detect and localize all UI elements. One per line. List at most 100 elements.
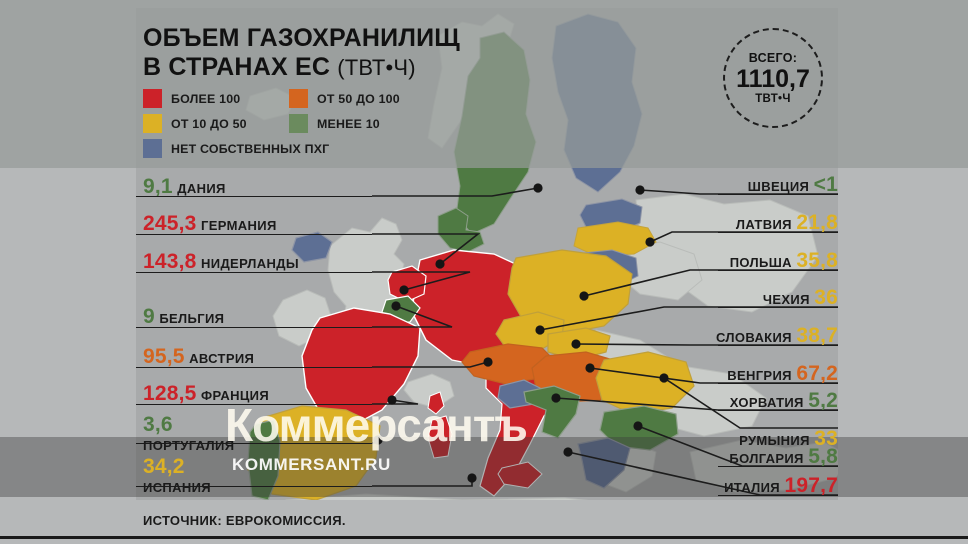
- title-line-1: ОБЪЕМ ГАЗОХРАНИЛИЩ: [143, 24, 460, 52]
- label-denmark: 9,1 ДАНИЯ: [143, 176, 226, 197]
- legend-row: БОЛЕЕ 100 ОТ 50 ДО 100: [143, 86, 473, 111]
- label-value: 9,1: [143, 175, 173, 198]
- footer-rule: [0, 536, 968, 539]
- legend-item-50-100: ОТ 50 ДО 100: [289, 89, 435, 108]
- label-france: 128,5 ФРАНЦИЯ: [143, 383, 269, 404]
- legend-swatch-icon: [143, 89, 162, 108]
- label-country: СЛОВАКИЯ: [716, 330, 792, 345]
- label-country: ИТАЛИЯ: [724, 480, 780, 495]
- label-country: БЕЛЬГИЯ: [159, 311, 225, 326]
- label-country: ДАНИЯ: [177, 181, 226, 196]
- label-country: БОЛГАРИЯ: [729, 451, 804, 466]
- legend: БОЛЕЕ 100 ОТ 50 ДО 100 ОТ 10 ДО 50 МЕНЕЕ…: [143, 86, 473, 161]
- label-rule: [718, 410, 838, 411]
- label-value: 9: [143, 305, 155, 328]
- title-line-2: В СТРАНАХ ЕС: [143, 53, 331, 81]
- label-rule: [718, 345, 838, 346]
- label-rule: [718, 270, 838, 271]
- label-czechia: ЧЕХИЯ 36: [763, 287, 838, 308]
- country-latvia: [573, 221, 657, 257]
- label-rule: [136, 272, 372, 273]
- label-value: 38,7: [796, 324, 838, 347]
- label-value: 67,2: [796, 362, 838, 385]
- label-romania: РУМЫНИЯ 33: [739, 428, 838, 449]
- label-country: ПОЛЬША: [729, 255, 792, 270]
- label-value: 245,3: [143, 212, 197, 235]
- legend-item-no-storage: НЕТ СОБСТВЕННЫХ ПХГ: [143, 139, 329, 158]
- label-rule: [136, 443, 372, 444]
- label-poland: ПОЛЬША 35,8: [730, 250, 838, 271]
- label-value: 33: [814, 427, 838, 450]
- label-value: <1: [813, 173, 838, 196]
- country-corsica: [427, 391, 445, 415]
- legend-row: НЕТ СОБСТВЕННЫХ ПХГ: [143, 136, 473, 161]
- total-value: 1110,7: [736, 65, 810, 94]
- label-latvia: ЛАТВИЯ 21,8: [736, 212, 838, 233]
- source-note: ИСТОЧНИК: ЕВРОКОМИССИЯ.: [143, 513, 346, 528]
- label-value: 35,8: [796, 249, 838, 272]
- label-belgium: 9 БЕЛЬГИЯ: [143, 306, 224, 327]
- label-rule: [136, 327, 372, 328]
- label-value: 143,8: [143, 250, 197, 273]
- label-rule: [718, 232, 838, 233]
- label-slovakia: СЛОВАКИЯ 38,7: [716, 325, 838, 346]
- legend-label: НЕТ СОБСТВЕННЫХ ПХГ: [171, 141, 330, 156]
- watermark-brand: Коммерсантъ: [225, 399, 528, 451]
- label-country: АВСТРИЯ: [189, 351, 255, 366]
- label-netherlands: 143,8 НИДЕРЛАНДЫ: [143, 251, 299, 272]
- label-hungary: ВЕНГРИЯ 67,2: [727, 363, 838, 384]
- legend-label: ОТ 10 ДО 50: [171, 116, 247, 131]
- country-ireland: [291, 231, 333, 263]
- country-italy-sicily: [497, 461, 543, 489]
- label-value: 3,6: [143, 413, 173, 436]
- label-rule: [136, 234, 372, 235]
- label-country: ФРАНЦИЯ: [201, 388, 270, 403]
- label-value: 34,2: [143, 455, 185, 478]
- label-rule: [718, 383, 838, 384]
- legend-item-more-100: БОЛЕЕ 100: [143, 89, 289, 108]
- label-portugal: 3,6 ПОРТУГАЛИЯ: [143, 414, 234, 452]
- legend-row: ОТ 10 ДО 50 МЕНЕЕ 10: [143, 111, 473, 136]
- label-rule: [136, 404, 372, 405]
- label-country: ВЕНГРИЯ: [727, 368, 792, 383]
- page-title: ОБЪЕМ ГАЗОХРАНИЛИЩ В СТРАНАХ ЕС (ТВТ•Ч): [143, 24, 563, 82]
- label-country: ЧЕХИЯ: [762, 292, 810, 307]
- label-rule: [718, 307, 838, 308]
- label-italy: ИТАЛИЯ 197,7: [724, 475, 838, 496]
- watermark-site: KOMMERSANT.RU: [232, 455, 391, 474]
- title-unit: (ТВТ•Ч): [337, 55, 416, 80]
- label-country: РУМЫНИЯ: [739, 433, 810, 448]
- label-value: 21,8: [796, 211, 838, 234]
- label-rule: [718, 495, 838, 496]
- legend-label: ОТ 50 ДО 100: [317, 91, 400, 106]
- label-rule: [718, 194, 838, 195]
- label-value: 128,5: [143, 382, 197, 405]
- total-unit: ТВТ•Ч: [755, 92, 791, 105]
- label-bulgaria: БОЛГАРИЯ 5,8: [729, 446, 838, 467]
- label-country: ГЕРМАНИЯ: [201, 218, 277, 233]
- label-croatia: ХОРВАТИЯ 5,2: [730, 390, 838, 411]
- label-rule: [136, 196, 372, 197]
- label-country: ПОРТУГАЛИЯ: [143, 438, 235, 453]
- legend-swatch-icon: [289, 89, 308, 108]
- label-country: НИДЕРЛАНДЫ: [201, 256, 299, 271]
- label-country: ИСПАНИЯ: [143, 480, 211, 495]
- label-rule: [718, 466, 838, 467]
- legend-item-10-50: ОТ 10 ДО 50: [143, 114, 289, 133]
- label-rule: [136, 367, 372, 368]
- label-sweden: ШВЕЦИЯ <1: [748, 174, 838, 195]
- header-panel: ОБЪЕМ ГАЗОХРАНИЛИЩ В СТРАНАХ ЕС (ТВТ•Ч) …: [0, 0, 968, 168]
- label-value: 197,7: [784, 474, 838, 497]
- legend-swatch-icon: [289, 114, 308, 133]
- label-country: ХОРВАТИЯ: [729, 395, 804, 410]
- label-value: 5,2: [808, 389, 838, 412]
- legend-label: БОЛЕЕ 100: [171, 91, 241, 106]
- total-label: ВСЕГО:: [748, 51, 798, 66]
- total-badge: ВСЕГО: 1110,7 ТВТ•Ч: [723, 28, 823, 128]
- label-value: 5,8: [808, 445, 838, 468]
- label-austria: 95,5 АВСТРИЯ: [143, 346, 254, 367]
- label-country: ЛАТВИЯ: [735, 217, 792, 232]
- legend-swatch-icon: [143, 139, 162, 158]
- label-germany: 245,3 ГЕРМАНИЯ: [143, 213, 277, 234]
